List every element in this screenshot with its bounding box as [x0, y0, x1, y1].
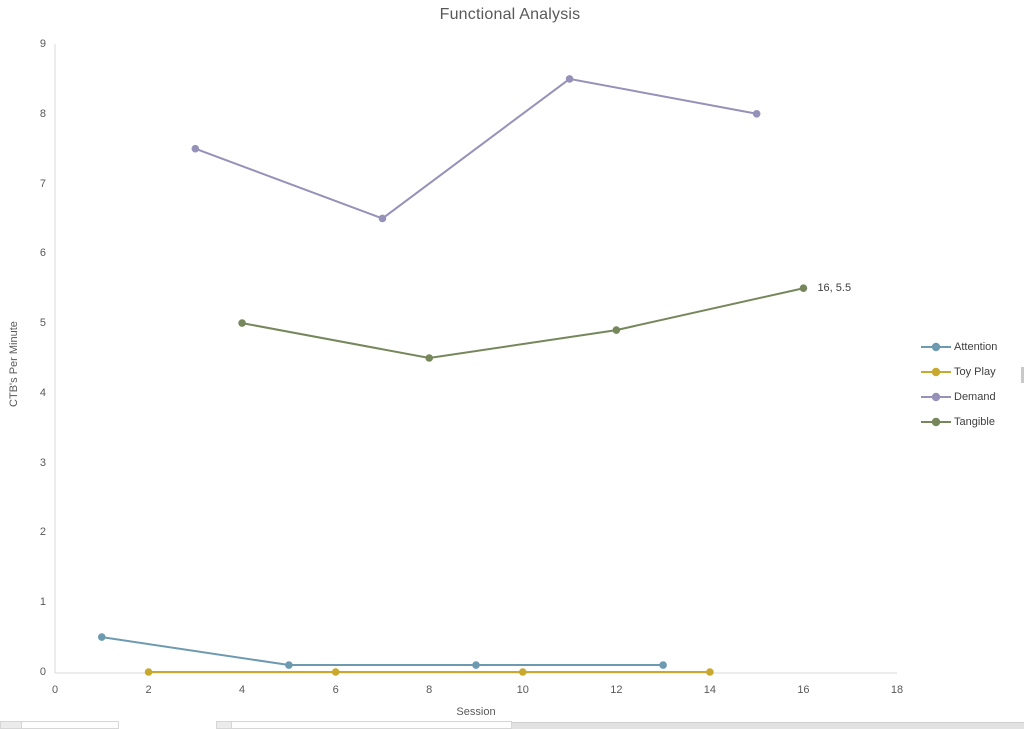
bottom-ui-fragment	[512, 722, 1024, 729]
series-marker-tangible	[799, 284, 808, 293]
series-marker-demand	[191, 144, 200, 153]
legend-marker-icon	[921, 367, 951, 377]
bottom-ui-strip	[0, 720, 1024, 729]
y-tick-label: 4	[39, 386, 46, 399]
x-tick-label: 18	[890, 684, 904, 696]
legend-label: Demand	[954, 391, 996, 403]
series-marker-attention	[659, 661, 667, 669]
series-marker-demand	[378, 214, 387, 223]
series-marker-demand	[565, 75, 574, 83]
window-edge-fragment	[1021, 367, 1024, 383]
series-line-attention	[101, 636, 664, 667]
series-marker-attention	[97, 633, 106, 641]
x-tick-label: 6	[332, 684, 339, 696]
legend-item-demand[interactable]: Demand	[921, 388, 997, 406]
x-tick-label: 16	[797, 684, 810, 696]
bottom-ui-fragment	[21, 721, 119, 729]
series-marker-demand	[752, 109, 761, 118]
y-tick-label: 5	[39, 317, 46, 330]
x-tick-label: 12	[610, 684, 623, 696]
series-marker-toy-play	[331, 668, 340, 676]
y-tick-label: 0	[39, 666, 46, 678]
x-tick-label: 2	[145, 684, 152, 696]
x-tick-label: 8	[426, 684, 433, 696]
y-tick-label: 1	[39, 596, 46, 609]
x-tick-label: 4	[239, 684, 246, 696]
x-axis-title: Session	[456, 706, 496, 718]
series-line-demand	[194, 77, 757, 220]
x-tick-label: 10	[516, 684, 529, 696]
series-marker-attention	[285, 661, 293, 669]
y-tick-label: 2	[39, 526, 46, 539]
chart-legend[interactable]: Attention Toy Play Demand Tangible	[921, 338, 997, 438]
legend-marker-icon	[921, 342, 951, 352]
y-tick-label: 9	[39, 38, 46, 50]
bottom-ui-fragment	[0, 721, 22, 729]
y-tick-label: 6	[39, 247, 46, 260]
series-marker-tangible	[612, 326, 621, 334]
y-tick-label: 7	[39, 177, 46, 190]
legend-label: Attention	[954, 341, 998, 353]
series-line-tangible	[241, 287, 804, 360]
legend-marker-icon	[921, 417, 951, 427]
legend-label: Tangible	[954, 416, 995, 428]
y-tick-label: 8	[39, 107, 46, 120]
x-tick-label: 14	[703, 684, 716, 696]
legend-marker-icon	[921, 392, 951, 402]
series-marker-tangible	[238, 319, 246, 327]
series-marker-toy-play	[144, 668, 153, 676]
chart-title: Functional Analysis	[439, 6, 581, 23]
bottom-ui-fragment	[231, 721, 512, 729]
series-marker-attention	[472, 661, 480, 669]
data-point-label: 16, 5.5	[817, 282, 852, 295]
bottom-ui-fragment	[216, 721, 232, 729]
series-marker-toy-play	[518, 668, 527, 676]
legend-item-attention[interactable]: Attention	[921, 338, 997, 356]
y-tick-label: 3	[39, 456, 46, 469]
series-marker-tangible	[425, 354, 434, 362]
series-marker-toy-play	[706, 668, 714, 676]
x-tick-label: 0	[51, 684, 59, 696]
legend-item-tangible[interactable]: Tangible	[921, 413, 997, 431]
legend-item-toy-play[interactable]: Toy Play	[921, 363, 997, 381]
legend-label: Toy Play	[954, 366, 996, 378]
